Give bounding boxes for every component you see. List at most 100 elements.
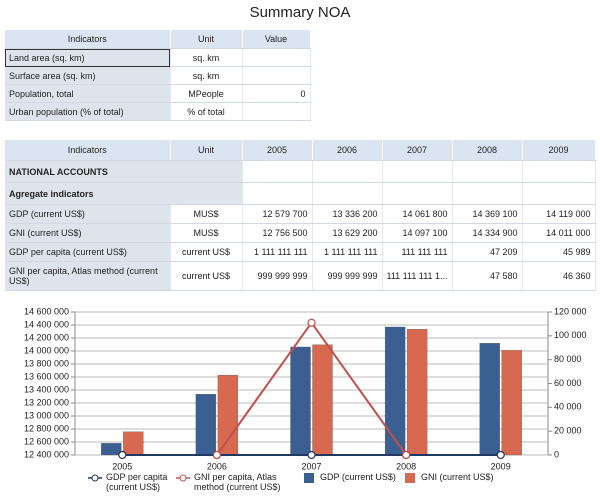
legend-label: GDP per capita (current US$) (106, 472, 168, 492)
table-cell (452, 160, 523, 183)
table-cell (242, 66, 311, 85)
line-marker (212, 450, 221, 460)
x-tick-label: 2005 (112, 461, 132, 471)
table-cell (242, 102, 311, 121)
table-cell: 111 111 111 1... (382, 261, 453, 291)
table-cell: 2007 (382, 140, 453, 161)
table-cell: Surface area (sq. km) (5, 66, 171, 85)
table-cell (522, 182, 596, 205)
line-marker (307, 318, 316, 327)
legend-item: GDP (current US$) (302, 472, 397, 483)
table-cell: 1 111 111 111 (312, 242, 383, 262)
line-marker (118, 450, 127, 460)
table-cell (522, 160, 596, 183)
table-cell: 14 097 100 (382, 223, 453, 243)
bar (123, 431, 144, 456)
table-row: GNI per capita, Atlas method (current US… (5, 261, 596, 291)
y-tick-label: 14 000 000 (24, 345, 69, 355)
legend-label: GNI (current US$) (421, 472, 494, 482)
table-row: NATIONAL ACCOUNTS (5, 160, 596, 183)
header-row: Indicators Unit Value (5, 30, 311, 49)
table-row: Agregate indicators (5, 182, 596, 205)
table-cell: 14 334 900 (452, 223, 523, 243)
table-cell: GNI (current US$) (5, 223, 171, 243)
bar (312, 344, 333, 456)
summary-table: Indicators Unit Value Land area (sq. km) sq.… (5, 30, 311, 121)
table-cell (382, 182, 453, 205)
y-tick-label: 13 200 000 (24, 397, 69, 407)
y2-tick-label: 80 000 (554, 354, 582, 364)
table-cell: 47 209 (452, 242, 523, 262)
table-cell: 13 629 200 (312, 223, 383, 243)
table-cell: MUS$ (170, 204, 243, 224)
table-row: Population, total MPeople 0 (5, 84, 311, 103)
bar (217, 374, 239, 456)
table-row: GDP (current US$) MUS$ 12 579 700 13 336 20… (5, 204, 596, 224)
legend-symbol (304, 473, 314, 483)
y-tick-label: 13 400 000 (24, 384, 69, 394)
line-marker (307, 450, 316, 460)
table-cell: 14 369 100 (452, 204, 523, 224)
y-tick-label: 12 400 000 (24, 449, 69, 459)
table-cell: 12 579 700 (242, 204, 313, 224)
table-cell: GDP (current US$) (5, 204, 171, 224)
bar (384, 326, 406, 456)
table-cell: MUS$ (170, 223, 243, 243)
y-tick-label: 13 000 000 (24, 410, 69, 420)
y-tick-label: 14 400 000 (24, 319, 69, 329)
table-cell: 2009 (522, 140, 596, 161)
table-cell: 47 580 (452, 261, 523, 291)
table-cell: current US$ (170, 261, 243, 291)
table-cell: 12 756 500 (242, 223, 313, 243)
table-cell: Urban population (% of total) (5, 102, 171, 121)
indicators-table: Indicators Unit 2005 2006 2007 2008 2009 NATION… (5, 140, 596, 291)
table-row: Land area (sq. km) sq. km (5, 48, 311, 67)
table-cell: 999 999 999 (242, 261, 313, 291)
bar (479, 343, 500, 456)
legend-symbol (405, 473, 415, 483)
table-cell (312, 160, 383, 183)
y2-tick-label: 60 000 (554, 378, 582, 388)
y-tick-label: 14 600 000 (24, 306, 69, 316)
table-cell (242, 48, 311, 67)
table-cell: current US$ (170, 242, 243, 262)
table-cell: Indicators (5, 30, 171, 49)
table-cell: 2008 (452, 140, 523, 161)
table-row: GNI (current US$) MUS$ 12 756 500 13 629 20… (5, 223, 596, 243)
page-title: Summary NOA (249, 4, 351, 21)
table-cell: Unit (170, 30, 243, 49)
legend-item: GDP per capita (current US$) (88, 472, 170, 492)
y-tick-label: 13 800 000 (24, 358, 69, 368)
table-cell: 45 989 (522, 242, 596, 262)
y2-tick-label: 0 (554, 449, 559, 459)
legend-symbol (88, 474, 102, 482)
y2-tick-label: 100 000 (554, 330, 587, 340)
table-cell: Agregate indicators (5, 182, 243, 205)
legend-symbol (176, 474, 190, 482)
table-cell: MPeople (170, 84, 243, 103)
table-cell (312, 182, 383, 205)
table-cell: 13 336 200 (312, 204, 383, 224)
y-tick-label: 13 600 000 (24, 371, 69, 381)
table-cell: NATIONAL ACCOUNTS (5, 160, 243, 183)
y2-tick-label: 40 000 (554, 402, 582, 412)
table-cell: Land area (sq. km) (5, 48, 171, 67)
bar (290, 346, 311, 456)
table-cell: sq. km (170, 48, 243, 67)
bar (406, 329, 428, 456)
line-marker (496, 450, 505, 460)
table-cell (242, 182, 313, 205)
table-cell: 1 111 111 111 (242, 242, 313, 262)
table-cell: 0 (242, 84, 311, 103)
y2-tick-label: 120 000 (554, 306, 587, 316)
table-cell: sq. km (170, 66, 243, 85)
table-cell: 14 119 000 (522, 204, 596, 224)
y-tick-label: 12 600 000 (24, 436, 69, 446)
header-row: Indicators Unit 2005 2006 2007 2008 2009 (5, 140, 596, 161)
y2-tick-label: 20 000 (554, 426, 582, 436)
x-tick-label: 2007 (301, 461, 321, 471)
table-cell: 2005 (242, 140, 313, 161)
table-cell: % of total (170, 102, 243, 121)
legend-item: GNI (current US$) (403, 472, 498, 483)
